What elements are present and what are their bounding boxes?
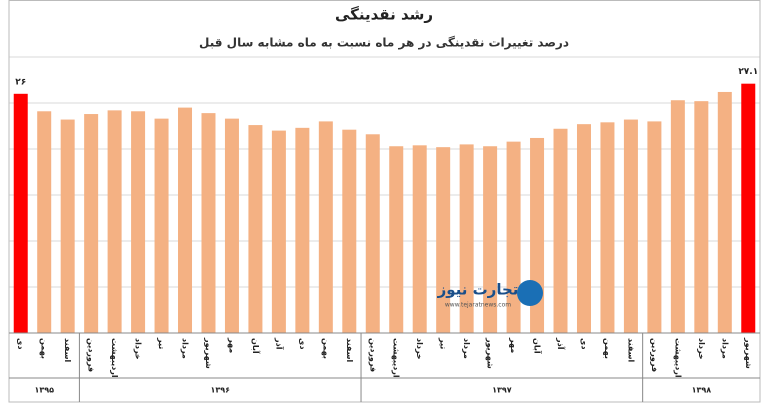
x-tick-label: فروردین bbox=[368, 338, 377, 372]
bar bbox=[154, 118, 169, 333]
x-tick-label: مرداد bbox=[181, 338, 190, 359]
watermark: تجارت نیوز www.tejaratnews.com bbox=[437, 280, 543, 309]
bar bbox=[84, 114, 99, 333]
x-tick-label: فروردین bbox=[87, 338, 96, 372]
x-tick-label: بهمن bbox=[321, 338, 330, 359]
group-label: ۱۳۹۵ bbox=[34, 386, 54, 395]
bar bbox=[37, 111, 52, 333]
x-tick-label: خرداد bbox=[415, 338, 424, 360]
bar bbox=[694, 101, 709, 333]
group-label: ۱۳۹۶ bbox=[210, 386, 230, 395]
bar bbox=[623, 119, 638, 333]
x-tick-label: شهریور bbox=[204, 337, 213, 369]
bar bbox=[60, 119, 75, 333]
group-label: ۱۳۹۸ bbox=[692, 386, 712, 395]
group-label: ۱۳۹۷ bbox=[492, 386, 512, 395]
logo-icon bbox=[517, 280, 543, 306]
x-tick-label: بهمن bbox=[603, 338, 612, 359]
x-tick-label: آبان bbox=[251, 338, 261, 354]
x-tick-label: شهریور bbox=[744, 337, 753, 369]
x-tick-label: تیر bbox=[439, 337, 448, 349]
x-tick-label: اسفند bbox=[63, 338, 72, 363]
x-tick-label: بهمن bbox=[40, 338, 49, 359]
x-tick-label: مرداد bbox=[462, 338, 471, 359]
chart-subtitle: درصد تغییرات نقدینگی در هر ماه نسبت به م… bbox=[199, 36, 569, 50]
x-tick-label: شهریور bbox=[486, 337, 495, 369]
bar bbox=[670, 100, 685, 334]
x-tick-label: آذر bbox=[274, 337, 284, 350]
x-tick-label: اسفند bbox=[345, 338, 354, 363]
bar bbox=[389, 146, 404, 333]
bar bbox=[224, 118, 239, 333]
x-tick-label: آبان bbox=[533, 338, 543, 354]
bar bbox=[506, 141, 521, 333]
x-tick-label: خرداد bbox=[134, 338, 143, 360]
bar bbox=[600, 122, 615, 333]
x-tick-label: تیر bbox=[157, 337, 166, 349]
bar bbox=[553, 128, 568, 333]
bar bbox=[576, 124, 591, 333]
bar bbox=[436, 147, 451, 333]
bar bbox=[717, 91, 732, 334]
x-tick-label: فروردین bbox=[650, 338, 659, 372]
logo-url: www.tejaratnews.com bbox=[445, 302, 511, 309]
x-tick-label: اسفند bbox=[626, 338, 635, 363]
bar bbox=[295, 127, 310, 333]
bar bbox=[107, 110, 122, 333]
bar bbox=[365, 134, 380, 333]
bar bbox=[459, 144, 474, 333]
x-tick-label: مهر bbox=[509, 337, 518, 353]
x-tick-label: اردیبهشت bbox=[110, 338, 119, 378]
bar bbox=[412, 145, 427, 333]
value-label: ۲۷.۱ bbox=[738, 67, 758, 77]
bar bbox=[271, 130, 286, 333]
bar bbox=[248, 125, 263, 333]
x-tick-label: مهر bbox=[227, 337, 236, 353]
logo-text: تجارت نیوز bbox=[437, 281, 519, 299]
bar bbox=[131, 111, 146, 333]
x-tick-label: دی bbox=[298, 338, 307, 349]
plot-frame bbox=[8, 0, 761, 403]
x-tick-label: دی bbox=[16, 338, 25, 349]
bar bbox=[647, 121, 662, 334]
x-tick-label: مرداد bbox=[720, 338, 729, 359]
x-tick-label: اردیبهشت bbox=[392, 338, 401, 378]
value-label: ۲۶ bbox=[15, 77, 26, 87]
x-tick-label: خرداد bbox=[697, 338, 706, 360]
bar bbox=[201, 113, 216, 334]
x-tick-label: آذر bbox=[556, 337, 566, 350]
x-tick-label: دی bbox=[579, 338, 588, 349]
x-tick-label: اردیبهشت bbox=[673, 338, 682, 378]
bar bbox=[741, 83, 756, 334]
bar bbox=[178, 107, 193, 333]
bar bbox=[318, 121, 333, 334]
bar bbox=[483, 146, 498, 333]
bar bbox=[13, 93, 28, 333]
chart-title: رشد نقدینگی bbox=[335, 6, 433, 24]
bar bbox=[342, 129, 357, 333]
